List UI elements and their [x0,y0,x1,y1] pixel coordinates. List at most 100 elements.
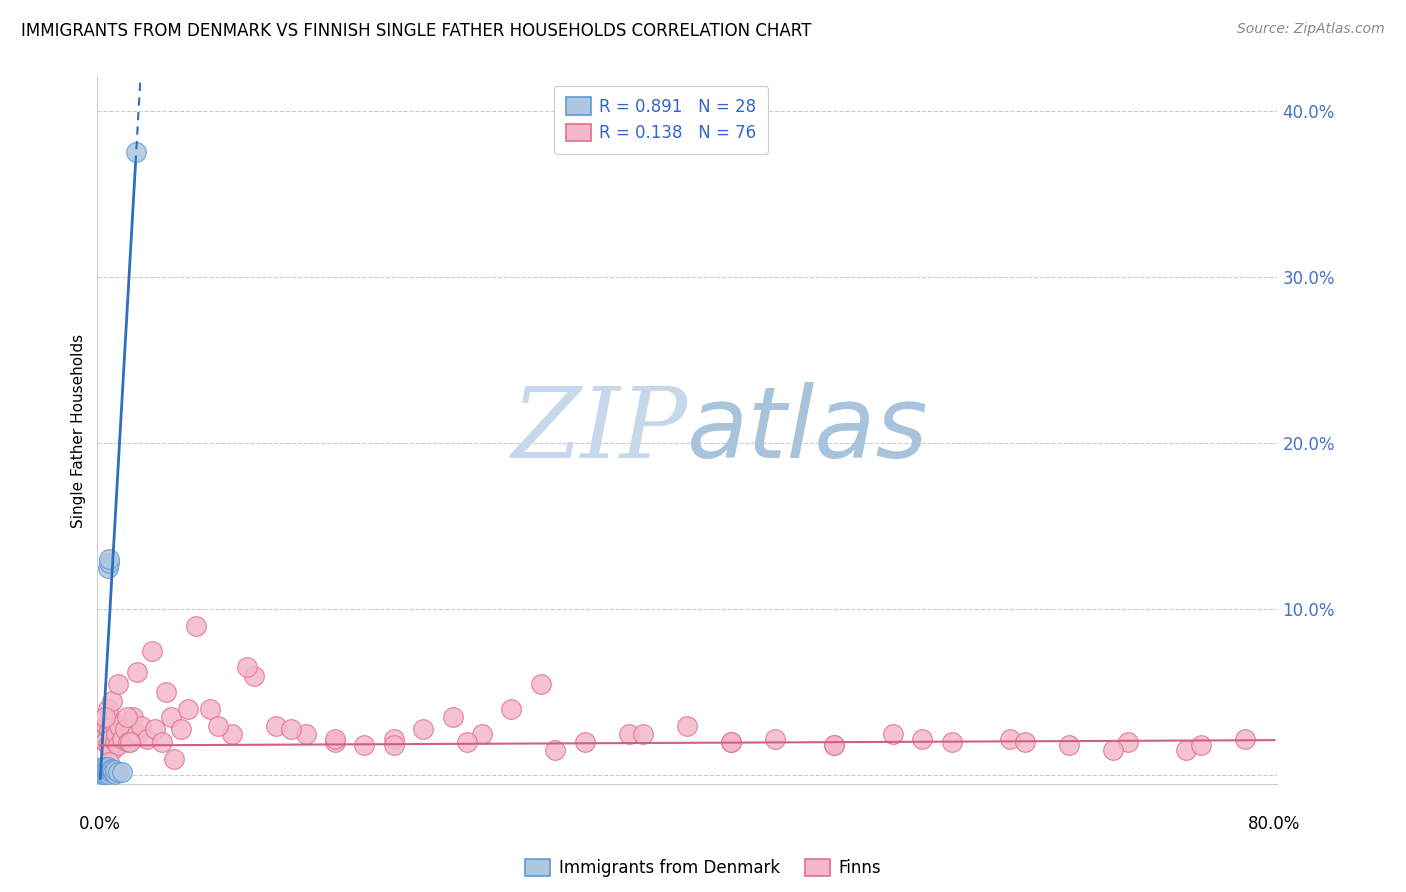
Point [108,718,131,732]
Point [104,764,127,778]
Point [114,722,136,736]
Point [544,743,567,757]
Point [93,764,115,778]
Point [1102,743,1125,757]
Point [96,762,118,776]
Point [93,766,115,780]
Point [243,668,266,682]
Point [103,765,125,780]
Point [221,727,243,741]
Point [163,752,186,766]
Point [441,710,464,724]
Point [91,727,114,741]
Point [200,702,222,716]
Point [96,765,118,780]
Point [93,735,115,749]
Point [1234,731,1257,746]
Point [111,731,134,746]
Text: Source: ZipAtlas.com: Source: ZipAtlas.com [1237,22,1385,37]
Point [1014,735,1036,749]
Point [97,739,120,753]
Point [1189,739,1212,753]
Point [103,715,125,730]
Point [100,765,122,780]
Point [501,702,523,716]
Text: 80.0%: 80.0% [1249,815,1301,833]
Point [266,718,288,732]
Point [98,552,121,566]
Point [155,685,177,699]
Point [97,764,120,778]
Point [131,718,153,732]
Point [1116,735,1139,749]
Legend: R = 0.891   N = 28, R = 0.138   N = 76: R = 0.891 N = 28, R = 0.138 N = 76 [554,86,768,153]
Point [97,560,120,574]
Point [574,735,596,749]
Point [98,722,121,736]
Point [90,764,112,778]
Point [323,731,346,746]
Text: ZIP: ZIP [512,383,688,478]
Point [105,727,128,741]
Point [617,727,640,741]
Point [676,718,699,732]
Text: 0.0%: 0.0% [79,815,121,833]
Point [118,735,141,749]
Point [125,665,148,680]
Point [100,731,122,746]
Point [150,735,173,749]
Point [98,556,121,570]
Point [93,710,115,724]
Point [382,739,405,753]
Point [280,722,302,736]
Point [121,710,143,724]
Point [90,766,112,780]
Point [353,739,375,753]
Point [529,677,551,691]
Point [323,735,346,749]
Point [117,735,139,749]
Y-axis label: Single Father Households: Single Father Households [72,334,86,528]
Text: IMMIGRANTS FROM DENMARK VS FINNISH SINGLE FATHER HOUSEHOLDS CORRELATION CHART: IMMIGRANTS FROM DENMARK VS FINNISH SINGL… [21,22,811,40]
Point [720,735,742,749]
Point [91,765,114,780]
Point [101,764,124,778]
Point [633,727,655,741]
Point [93,760,115,774]
Point [143,722,166,736]
Point [294,727,316,741]
Point [91,765,114,780]
Point [911,731,934,746]
Point [1175,743,1198,757]
Point [236,660,259,674]
Point [136,731,159,746]
Point [97,766,120,780]
Point [107,677,129,691]
Point [124,145,146,160]
Point [90,764,112,778]
Point [107,739,129,753]
Point [104,735,127,749]
Point [91,766,114,780]
Point [941,735,963,749]
Point [823,739,845,753]
Point [96,718,118,732]
Point [184,619,207,633]
Point [104,766,127,780]
Text: atlas: atlas [688,382,929,479]
Point [159,710,181,724]
Point [720,735,742,749]
Point [100,762,122,776]
Point [1057,739,1080,753]
Point [823,739,845,753]
Point [1000,731,1022,746]
Point [97,760,120,774]
Legend: Immigrants from Denmark, Finns: Immigrants from Denmark, Finns [519,852,887,884]
Point [882,727,904,741]
Point [125,727,148,741]
Point [111,765,134,780]
Point [177,702,200,716]
Point [456,735,478,749]
Point [765,731,787,746]
Point [412,722,434,736]
